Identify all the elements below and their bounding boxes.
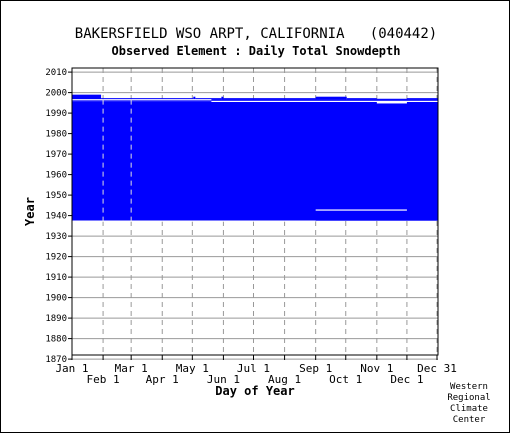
missing-data-gap — [72, 220, 316, 222]
missing-data-gap — [315, 209, 407, 211]
chart-title: BAKERSFIELD WSO ARPT, CALIFORNIA (040442… — [74, 26, 438, 42]
data-coverage-block — [376, 98, 407, 100]
x-tick-label: Mar 1 — [115, 362, 148, 375]
data-coverage-block — [72, 94, 102, 100]
x-tick-label: Sep 1 — [299, 362, 332, 375]
x-tick-label: May 1 — [176, 362, 209, 375]
x-tick-label: Nov 1 — [360, 362, 393, 375]
y-tick-label: 1950 — [45, 191, 67, 201]
data-coverage-block — [221, 96, 224, 100]
y-tick-label: 1920 — [45, 253, 67, 263]
y-tick-label: 1930 — [45, 232, 67, 242]
y-tick-label: 2010 — [45, 68, 67, 78]
y-tick-label: 1890 — [45, 314, 67, 324]
plot-border — [71, 67, 439, 356]
credit-line-3: Climate — [450, 404, 488, 414]
x-tick-label: Aug 1 — [268, 373, 301, 386]
y-tick-label: 1880 — [45, 335, 67, 345]
data-coverage-block — [72, 99, 438, 102]
data-coverage-block — [223, 98, 316, 100]
y-tick-label: 1990 — [45, 109, 67, 119]
x-tick-label: Dec 1 — [390, 373, 423, 386]
y-tick-label: 1980 — [45, 130, 67, 140]
data-coverage-block — [406, 98, 438, 100]
chart-subtitle: Observed Element : Daily Total Snowdepth — [111, 44, 401, 58]
x-tick-label: Jul 1 — [237, 362, 270, 375]
y-tick-label: 1960 — [45, 171, 67, 181]
y-tick-label: 2000 — [45, 89, 67, 99]
x-tick-label: Dec 31 — [417, 362, 457, 375]
y-tick-label: 1870 — [45, 355, 67, 365]
y-tick-label: 1940 — [45, 212, 67, 222]
x-tick-label: Jan 1 — [55, 362, 88, 375]
y-axis-title: Year — [23, 197, 37, 226]
x-tick-label: Jun 1 — [207, 373, 240, 386]
x-tick-label: Oct 1 — [329, 373, 362, 386]
missing-data-gap — [72, 99, 212, 101]
x-tick-label: Feb 1 — [87, 373, 120, 386]
y-tick-label: 1970 — [45, 150, 67, 160]
missing-data-gap — [376, 101, 407, 104]
data-coverage-block — [72, 101, 438, 221]
data-coverage-block — [101, 98, 194, 100]
y-tick-label: 1910 — [45, 273, 67, 283]
wrcc-credit: Western Regional Climate Center — [441, 382, 497, 426]
credit-line-4: Center — [452, 415, 486, 425]
x-tick-label: Apr 1 — [146, 373, 179, 386]
y-tick-label: 1900 — [45, 294, 67, 304]
data-coverage-block — [346, 98, 377, 100]
x-axis-title: Day of Year — [215, 384, 294, 398]
data-coverage-block — [315, 96, 347, 100]
credit-line-1: Western — [450, 382, 488, 392]
data-coverage-block — [193, 96, 196, 100]
credit-line-2: Regional — [447, 393, 491, 403]
missing-data-gap — [211, 100, 438, 102]
data-coverage-block — [195, 98, 222, 100]
